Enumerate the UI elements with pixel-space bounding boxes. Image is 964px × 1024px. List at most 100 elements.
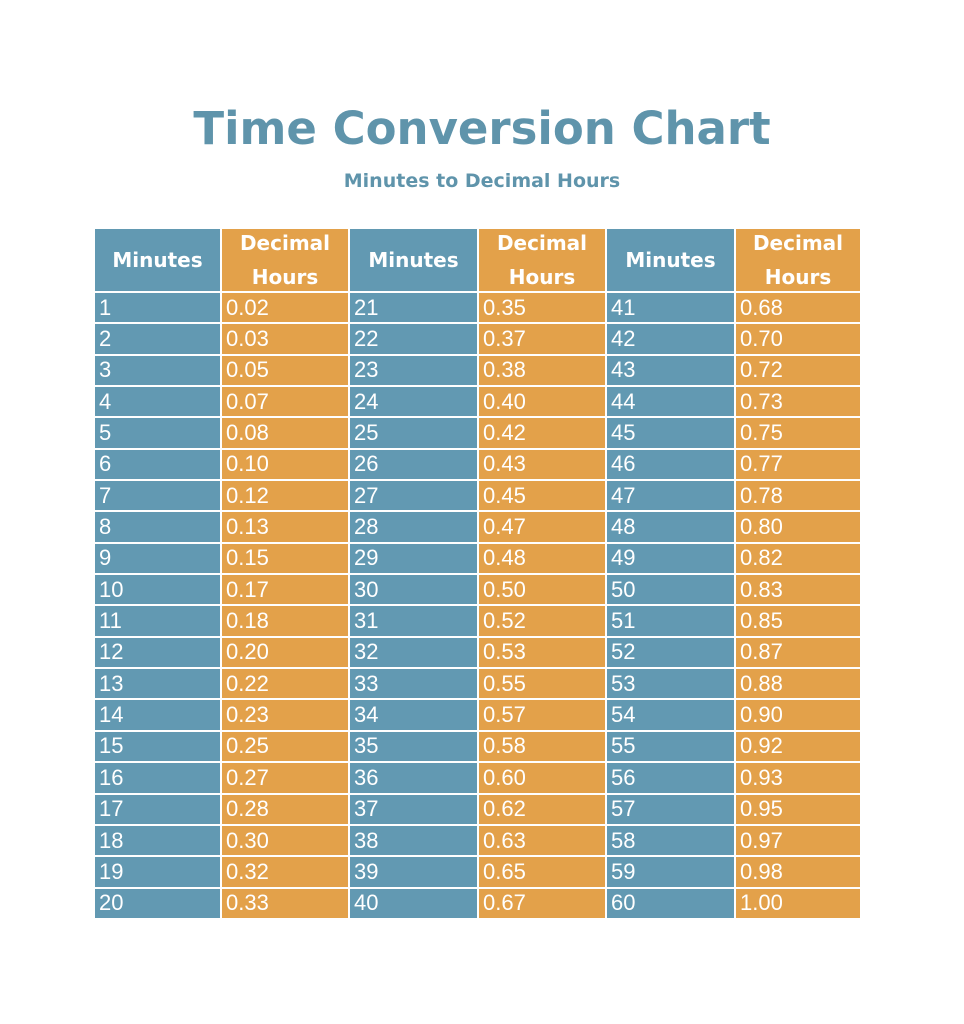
table-cell-minutes: 31	[350, 606, 477, 638]
table-cell-decimal-hours: 0.88	[736, 669, 860, 701]
table-cell-minutes: 50	[607, 575, 734, 607]
table-cell-minutes: 29	[350, 543, 477, 576]
header-decimal-hours: Decimal Hours	[222, 229, 348, 293]
table-cell-minutes: 13	[95, 669, 220, 701]
table-cell-decimal-hours: 0.33	[222, 888, 348, 920]
table-cell-minutes: 22	[350, 324, 477, 356]
table-cell-minutes: 27	[350, 481, 477, 513]
table-cell-minutes: 15	[95, 731, 220, 764]
table-cell-minutes: 52	[607, 637, 734, 670]
table-cell-decimal-hours: 0.53	[479, 637, 605, 670]
table-cell-minutes: 37	[350, 794, 477, 826]
table-cell-decimal-hours: 0.97	[736, 825, 860, 858]
table-cell-decimal-hours: 0.10	[222, 449, 348, 482]
table-cell-minutes: 49	[607, 543, 734, 576]
table-cell-decimal-hours: 0.80	[736, 512, 860, 544]
table-cell-decimal-hours: 0.67	[479, 888, 605, 920]
table-cell-minutes: 23	[350, 355, 477, 388]
table-cell-decimal-hours: 0.73	[736, 387, 860, 419]
table-cell-decimal-hours: 0.55	[479, 669, 605, 701]
table-cell-decimal-hours: 0.32	[222, 857, 348, 889]
page-title: Time Conversion Chart	[193, 102, 771, 155]
table-cell-minutes: 41	[607, 293, 734, 325]
table-cell-decimal-hours: 0.70	[736, 324, 860, 356]
table-cell-minutes: 43	[607, 355, 734, 388]
table-cell-minutes: 8	[95, 512, 220, 544]
header-decimal-line1: Decimal	[752, 231, 844, 255]
table-cell-minutes: 51	[607, 606, 734, 638]
table-cell-minutes: 7	[95, 481, 220, 513]
table-cell-decimal-hours: 0.75	[736, 418, 860, 450]
table-cell-minutes: 42	[607, 324, 734, 356]
table-cell-decimal-hours: 0.47	[479, 512, 605, 544]
table-cell-minutes: 44	[607, 387, 734, 419]
table-cell-decimal-hours: 0.40	[479, 387, 605, 419]
table-cell-minutes: 17	[95, 794, 220, 826]
header-decimal-line1: Decimal	[496, 231, 588, 255]
header-decimal-line2: Hours	[251, 265, 319, 289]
table-cell-decimal-hours: 0.65	[479, 857, 605, 889]
page-subtitle: Minutes to Decimal Hours	[343, 170, 621, 192]
table-cell-minutes: 26	[350, 449, 477, 482]
table-cell-decimal-hours: 0.87	[736, 637, 860, 670]
table-cell-decimal-hours: 0.23	[222, 700, 348, 732]
table-cell-minutes: 6	[95, 449, 220, 482]
header-minutes: Minutes	[607, 229, 734, 293]
table-cell-minutes: 36	[350, 763, 477, 795]
table-cell-decimal-hours: 0.27	[222, 763, 348, 795]
table-cell-minutes: 4	[95, 387, 220, 419]
table-cell-minutes: 9	[95, 543, 220, 576]
table-cell-decimal-hours: 0.83	[736, 575, 860, 607]
table-cell-decimal-hours: 0.92	[736, 731, 860, 764]
table-cell-decimal-hours: 0.03	[222, 324, 348, 356]
table-cell-minutes: 28	[350, 512, 477, 544]
table-cell-decimal-hours: 0.63	[479, 825, 605, 858]
table-cell-minutes: 56	[607, 763, 734, 795]
table-cell-minutes: 58	[607, 825, 734, 858]
table-cell-minutes: 47	[607, 481, 734, 513]
table-cell-minutes: 40	[350, 888, 477, 920]
table-cell-decimal-hours: 0.30	[222, 825, 348, 858]
table-cell-minutes: 54	[607, 700, 734, 732]
table-cell-minutes: 3	[95, 355, 220, 388]
table-cell-minutes: 1	[95, 293, 220, 325]
table-cell-minutes: 60	[607, 888, 734, 920]
table-cell-minutes: 19	[95, 857, 220, 889]
table-cell-decimal-hours: 0.07	[222, 387, 348, 419]
table-cell-decimal-hours: 0.43	[479, 449, 605, 482]
table-cell-decimal-hours: 0.20	[222, 637, 348, 670]
table-cell-decimal-hours: 1.00	[736, 888, 860, 920]
table-cell-minutes: 25	[350, 418, 477, 450]
table-cell-decimal-hours: 0.52	[479, 606, 605, 638]
table-cell-decimal-hours: 0.48	[479, 543, 605, 576]
table-cell-decimal-hours: 0.72	[736, 355, 860, 388]
header-minutes: Minutes	[350, 229, 477, 293]
table-cell-minutes: 32	[350, 637, 477, 670]
table-cell-decimal-hours: 0.17	[222, 575, 348, 607]
table-cell-decimal-hours: 0.18	[222, 606, 348, 638]
table-cell-decimal-hours: 0.68	[736, 293, 860, 325]
table-cell-decimal-hours: 0.22	[222, 669, 348, 701]
table-cell-minutes: 35	[350, 731, 477, 764]
table-cell-minutes: 10	[95, 575, 220, 607]
table-cell-decimal-hours: 0.62	[479, 794, 605, 826]
table-cell-decimal-hours: 0.42	[479, 418, 605, 450]
table-cell-decimal-hours: 0.13	[222, 512, 348, 544]
table-cell-minutes: 20	[95, 888, 220, 920]
table-cell-minutes: 39	[350, 857, 477, 889]
table-cell-minutes: 12	[95, 637, 220, 670]
table-cell-minutes: 11	[95, 606, 220, 638]
header-decimal-line1: Decimal	[239, 231, 331, 255]
header-decimal-line2: Hours	[764, 265, 832, 289]
header-decimal-hours: Decimal Hours	[736, 229, 860, 293]
table-cell-decimal-hours: 0.57	[479, 700, 605, 732]
table-cell-decimal-hours: 0.93	[736, 763, 860, 795]
table-cell-minutes: 34	[350, 700, 477, 732]
table-cell-minutes: 2	[95, 324, 220, 356]
table-cell-minutes: 18	[95, 825, 220, 858]
table-cell-decimal-hours: 0.82	[736, 543, 860, 576]
table-cell-minutes: 16	[95, 763, 220, 795]
table-cell-decimal-hours: 0.77	[736, 449, 860, 482]
table-cell-decimal-hours: 0.90	[736, 700, 860, 732]
table-cell-minutes: 24	[350, 387, 477, 419]
